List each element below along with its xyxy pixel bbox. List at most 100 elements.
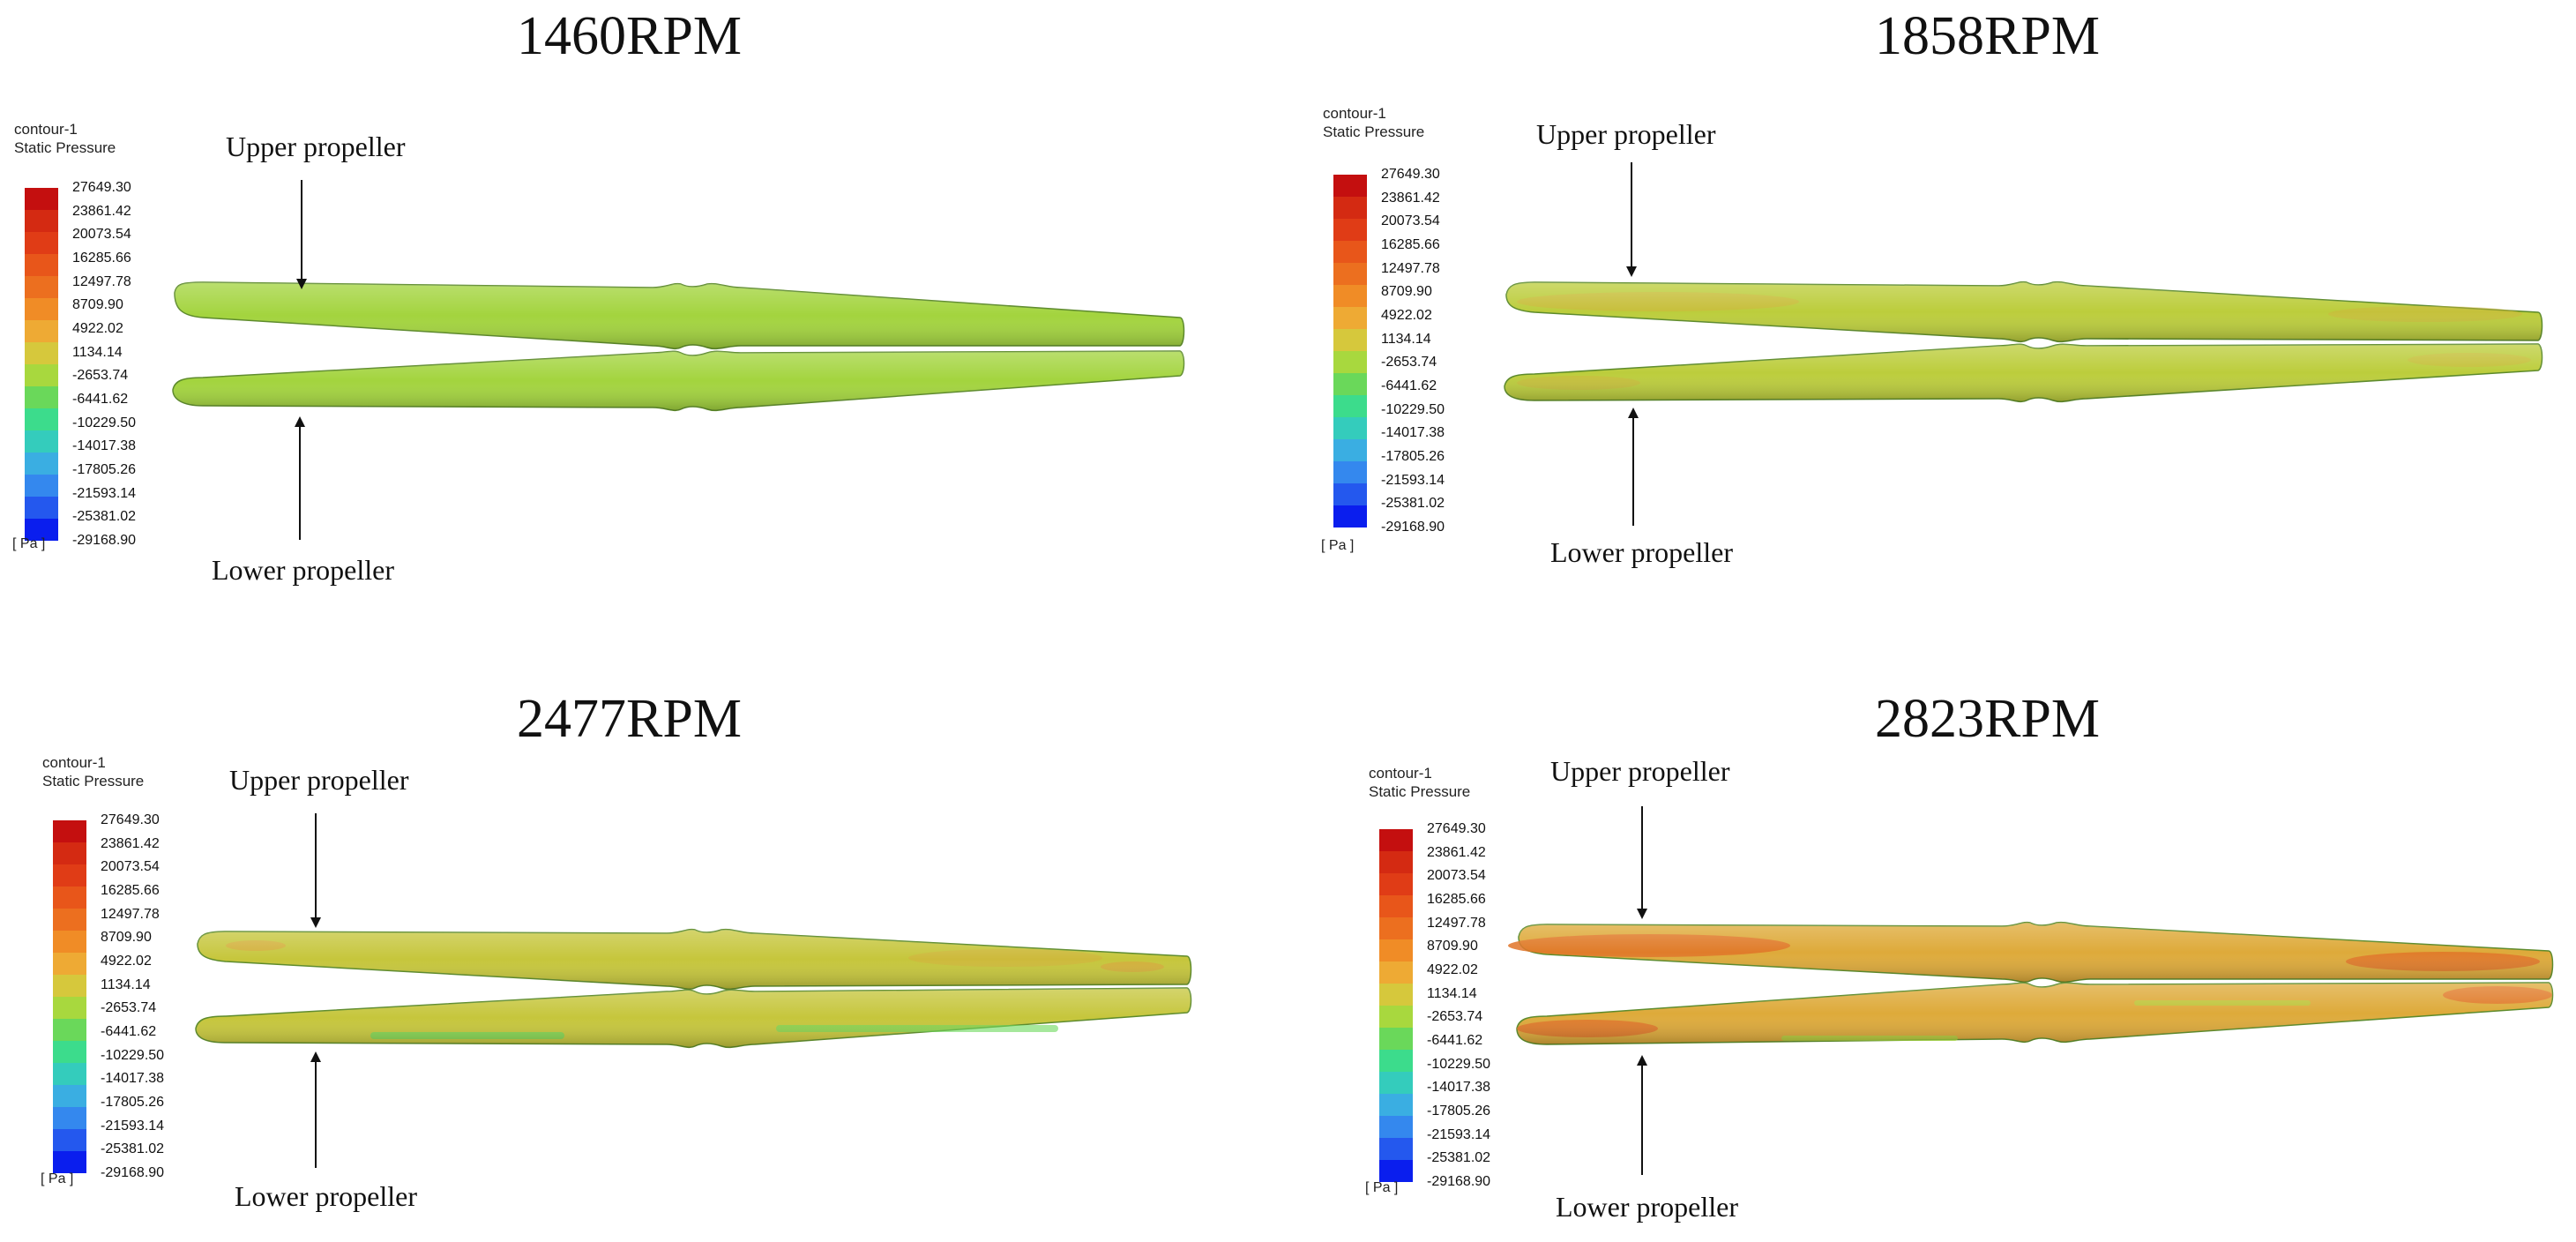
scale-swatch	[1379, 1138, 1413, 1160]
upper-propeller-label: Upper propeller	[1536, 118, 1716, 150]
scale-swatch	[1379, 1050, 1413, 1072]
scale-tick-label: 16285.66	[1381, 237, 1440, 252]
scale-tick-label: -2653.74	[1381, 355, 1437, 370]
propeller-render	[195, 813, 1192, 1168]
scale-tick-label: 27649.30	[1381, 167, 1440, 182]
scale-tick-label: -17805.26	[1381, 449, 1445, 464]
scale-tick-label: 8709.90	[101, 930, 152, 946]
scale-tick-label: -25381.02	[72, 509, 137, 525]
scale-swatch	[53, 820, 86, 842]
legend-variable: Static Pressure	[14, 139, 116, 157]
scale-swatch	[53, 1107, 86, 1129]
scale-swatch	[1333, 285, 1367, 307]
scale-swatch	[1379, 961, 1413, 984]
scale-tick-label: 8709.90	[1381, 284, 1432, 300]
color-scale: 27649.30 23861.42 20073.54 16285.66 12497.78…	[25, 181, 136, 548]
scale-tick-label: 20073.54	[1427, 868, 1486, 884]
scale-swatch	[25, 276, 58, 298]
unit-label: [ Pa ]	[1321, 538, 1355, 553]
scale-tick-label: 23861.42	[1427, 844, 1486, 860]
scale-tick-label: 1134.14	[101, 976, 151, 992]
scale-tick-label: -2653.74	[1427, 1009, 1483, 1025]
panel-2477rpm: 2477RPM contour-1 Static Pressure 27649.…	[0, 621, 1288, 1242]
legend-variable: Static Pressure	[42, 773, 145, 790]
scale-tick-label: 16285.66	[101, 883, 160, 898]
scale-swatch	[25, 188, 58, 210]
color-scale: 27649.30 23861.42 20073.54 16285.66 12497.78…	[1379, 822, 1490, 1189]
scale-tick-label: 16285.66	[72, 251, 131, 266]
lower-propeller-label: Lower propeller	[1556, 1191, 1739, 1223]
scale-tick-label: -10229.50	[1381, 401, 1445, 417]
scale-swatch	[53, 1151, 86, 1173]
scale-swatch	[53, 909, 86, 931]
scale-tick-label: -6441.62	[1381, 378, 1437, 393]
color-scale: 27649.30 23861.42 20073.54 16285.66 12497.78…	[1333, 168, 1445, 535]
legend-header: contour-1 Static Pressure	[42, 753, 144, 791]
scale-swatch	[1333, 197, 1367, 219]
scale-tick-label: -14017.38	[72, 438, 137, 454]
scale-tick-label: -21593.14	[1381, 472, 1445, 488]
legend-title: contour-1	[14, 121, 78, 138]
scale-tick-label: -14017.38	[1427, 1080, 1491, 1096]
scale-tick-label: 27649.30	[1427, 821, 1486, 836]
lower-propeller-label: Lower propeller	[235, 1180, 418, 1212]
scale-swatch	[1333, 461, 1367, 483]
scale-tick-label: -2653.74	[72, 368, 129, 384]
scale-tick-label: 12497.78	[1381, 260, 1440, 276]
scale-tick-label: 4922.02	[101, 954, 152, 969]
scale-swatch	[25, 497, 58, 519]
scale-tick-label: 23861.42	[1381, 190, 1440, 206]
scale-swatch	[25, 408, 58, 430]
scale-tick-label: 16285.66	[1427, 892, 1486, 907]
scale-tick-label: -6441.62	[1427, 1033, 1483, 1048]
scale-tick-label: -21593.14	[72, 485, 137, 501]
scale-tick-label: -29168.90	[72, 533, 137, 548]
propeller-render	[1508, 806, 2554, 1175]
scale-tick-label: -21593.14	[1427, 1126, 1491, 1142]
scale-swatch	[1333, 241, 1367, 263]
scale-tick-label: 23861.42	[72, 203, 131, 219]
scale-tick-label: -6441.62	[101, 1024, 157, 1039]
scale-tick-label: 4922.02	[72, 321, 123, 336]
scale-swatch	[53, 953, 86, 975]
scale-swatch	[1333, 351, 1367, 373]
legend-title: contour-1	[1323, 105, 1386, 122]
legend-variable: Static Pressure	[1369, 783, 1471, 801]
scale-tick-label: 20073.54	[1381, 213, 1440, 229]
scale-swatch	[53, 1085, 86, 1107]
scale-tick-label: -10229.50	[1427, 1056, 1491, 1072]
scale-tick-label: -29168.90	[101, 1165, 165, 1180]
panel-title: 2477RPM	[517, 689, 742, 749]
panel-title: 1858RPM	[1875, 6, 2100, 66]
scale-swatch	[1333, 219, 1367, 241]
scale-swatch	[25, 232, 58, 254]
scale-swatch	[1379, 1116, 1413, 1138]
scale-tick-label: -25381.02	[101, 1141, 165, 1157]
scale-swatch	[25, 519, 58, 541]
scale-swatch	[53, 1041, 86, 1063]
scale-swatch	[1379, 1072, 1413, 1094]
scale-tick-label: 1134.14	[1381, 331, 1431, 347]
panel-1858rpm: 1858RPM contour-1 Static Pressure 27649.…	[1288, 0, 2575, 621]
scale-tick-label: -14017.38	[1381, 425, 1445, 441]
scale-swatch	[1333, 395, 1367, 417]
scale-swatch	[1379, 1028, 1413, 1050]
scale-swatch	[1333, 263, 1367, 285]
scale-swatch	[1379, 917, 1413, 939]
panel-title: 1460RPM	[517, 6, 742, 66]
unit-label: [ Pa ]	[12, 536, 46, 551]
scale-tick-label: -17805.26	[101, 1095, 165, 1110]
scale-swatch	[53, 975, 86, 997]
scale-swatch	[53, 1129, 86, 1151]
upper-propeller-label: Upper propeller	[226, 131, 406, 162]
scale-swatch	[25, 364, 58, 386]
scale-swatch	[1379, 851, 1413, 873]
unit-label: [ Pa ]	[41, 1171, 74, 1186]
scale-swatch	[1333, 307, 1367, 329]
scale-tick-label: 20073.54	[72, 227, 131, 243]
panel-2823rpm: 2823RPM contour-1 Static Pressure 27649.…	[1288, 621, 2575, 1242]
scale-tick-label: 4922.02	[1427, 962, 1478, 977]
scale-swatch	[25, 475, 58, 497]
scale-tick-label: -10229.50	[101, 1047, 165, 1063]
scale-swatch	[1379, 1006, 1413, 1028]
